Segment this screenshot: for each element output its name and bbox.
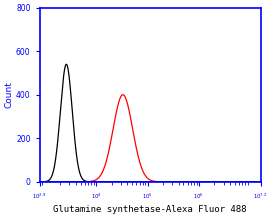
X-axis label: Glutamine synthetase-Alexa Fluor 488: Glutamine synthetase-Alexa Fluor 488 bbox=[53, 205, 247, 214]
Y-axis label: Count: Count bbox=[4, 81, 13, 108]
